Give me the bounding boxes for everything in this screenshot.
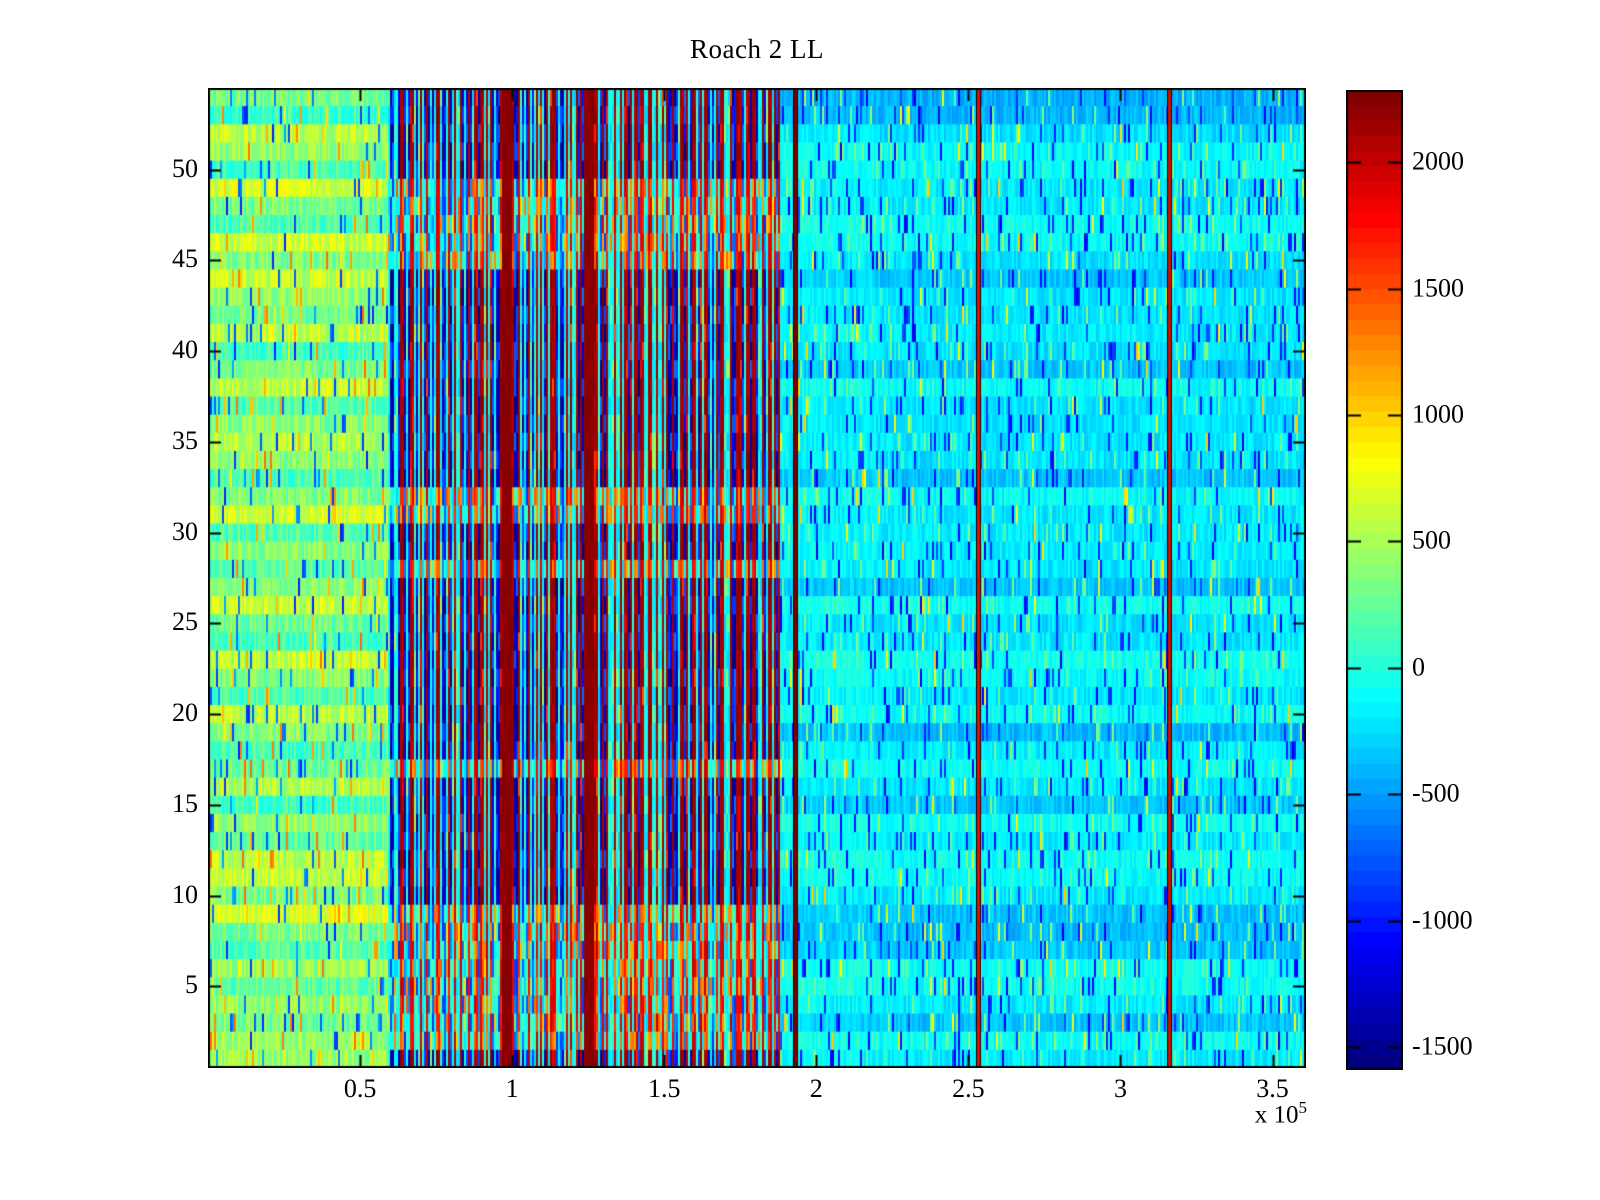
y-tick-label: 10 <box>172 879 198 909</box>
chart-title: Roach 2 LL <box>690 34 824 64</box>
y-tick-label: 25 <box>172 607 198 637</box>
y-tick-label: 20 <box>172 697 198 727</box>
y-tick-label: 30 <box>172 516 198 546</box>
heatmap-plot <box>208 88 1306 1068</box>
y-tick-label: 50 <box>172 153 198 183</box>
y-tick-label: 5 <box>185 970 198 1000</box>
x-axis-exponent-label: x 105 <box>1180 1098 1307 1129</box>
y-tick-label: 45 <box>172 244 198 274</box>
colorbar-tick-label: -1500 <box>1412 1031 1473 1061</box>
colorbar-tick-label: 0 <box>1412 652 1425 682</box>
y-tick-label: 35 <box>172 425 198 455</box>
colorbar-tick-label: 500 <box>1412 525 1451 555</box>
colorbar-tick-label: -500 <box>1412 778 1460 808</box>
colorbar-tick-label: 2000 <box>1412 146 1464 176</box>
x-tick-label: 1.5 <box>647 1074 681 1103</box>
x-tick-label: 3.5 <box>1256 1074 1289 1103</box>
x-tick-label: 3 <box>1113 1074 1127 1103</box>
x-exponent-base: x 10 <box>1254 1101 1299 1129</box>
x-tick-label: 0.5 <box>343 1074 377 1103</box>
x-tick-label: 2 <box>809 1074 823 1103</box>
colorbar <box>1346 90 1403 1070</box>
colorbar-tick-label: -1000 <box>1412 905 1473 935</box>
x-tick-label: 1 <box>505 1074 519 1103</box>
y-tick-label: 15 <box>172 788 198 818</box>
x-exponent-power: 5 <box>1298 1098 1308 1117</box>
x-tick-label: 2.5 <box>952 1074 985 1103</box>
y-tick-label: 40 <box>172 334 198 364</box>
colorbar-tick-label: 1500 <box>1412 272 1464 302</box>
colorbar-tick-label: 1000 <box>1412 399 1464 429</box>
